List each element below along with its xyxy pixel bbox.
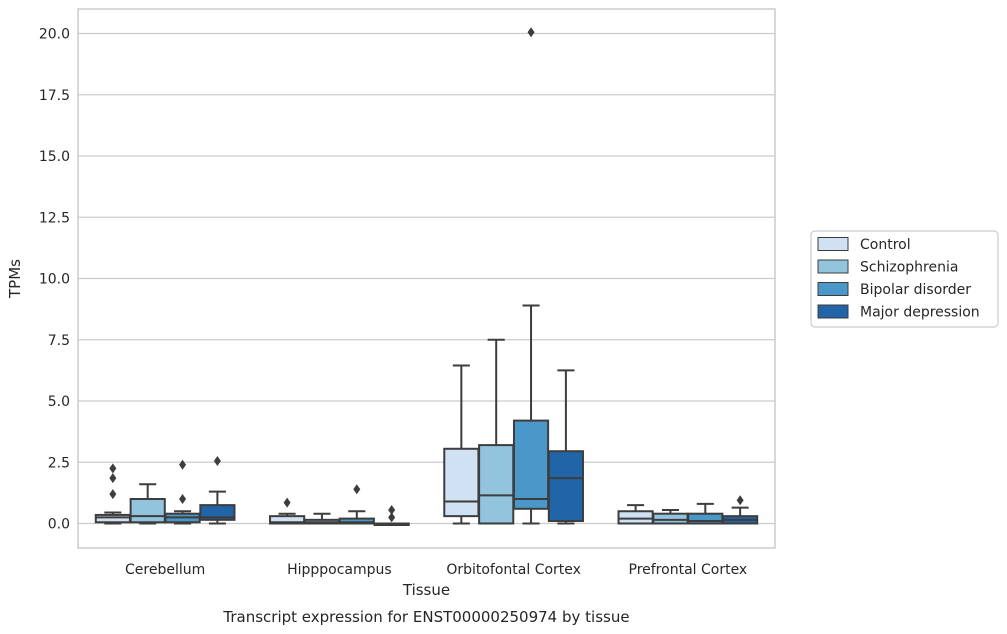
y-tick-label: 17.5 <box>39 88 70 104</box>
box-1-3 <box>373 505 410 526</box>
box-2-2 <box>512 27 550 525</box>
box-0-3 <box>199 456 236 525</box>
outlier-point <box>109 489 117 500</box>
y-tick-label: 0.0 <box>48 517 70 533</box>
x-axis-label: Tissue <box>402 581 450 599</box>
box-iqr <box>512 419 550 510</box>
y-tick-label: 15.0 <box>39 149 70 165</box>
box-2-1 <box>478 338 515 525</box>
legend-label: Bipolar disorder <box>860 282 971 298</box>
box-1-2 <box>338 484 375 525</box>
outlier-point <box>109 473 117 484</box>
outlier-point <box>388 512 396 523</box>
outlier-point <box>283 497 291 508</box>
legend-swatch <box>817 304 849 319</box>
box-3-1 <box>652 509 689 525</box>
box-1-0 <box>269 497 306 525</box>
chart-caption: Transcript expression for ENST0000025097… <box>222 608 629 626</box>
legend-swatch <box>817 237 849 251</box>
y-tick-label: 5.0 <box>48 394 70 410</box>
legend-label: Schizophrenia <box>860 260 958 276</box>
y-tick-label: 2.5 <box>48 455 70 471</box>
box-iqr <box>443 447 480 518</box>
box-iqr <box>478 444 515 525</box>
y-tick-label: 10.0 <box>39 272 70 288</box>
outlier-point <box>388 505 396 516</box>
box-3-3 <box>722 495 759 525</box>
box-iqr <box>652 512 689 525</box>
legend: Control Schizophrenia Bipolar disorder Majo… <box>810 230 999 328</box>
y-tick-label: 7.5 <box>48 333 70 349</box>
outlier-point <box>736 495 744 506</box>
box-iqr <box>129 498 166 524</box>
x-tick-label: Orbitofontal Cortex <box>446 562 581 578</box>
legend-frame <box>810 230 999 328</box>
box-0-0 <box>94 463 131 525</box>
box-3-2 <box>687 502 724 525</box>
box-2-0 <box>443 364 480 525</box>
x-tick-label: Hipppocampus <box>287 562 392 578</box>
box-iqr <box>94 513 131 524</box>
box-iqr <box>617 510 654 525</box>
outlier-point <box>109 463 117 474</box>
box-1-1 <box>303 512 341 525</box>
legend-swatch <box>817 259 849 274</box>
box-0-2 <box>164 459 201 525</box>
x-axis-ticks: Cerebellum Hipppocampus Orbitofontal Corte… <box>125 562 747 578</box>
y-tick-label: 12.5 <box>39 210 70 226</box>
y-tick-label: 20.0 <box>39 27 70 43</box>
outlier-point <box>353 484 361 495</box>
x-tick-label: Prefrontal Cortex <box>629 562 748 578</box>
box-3-0 <box>617 504 654 525</box>
legend-swatch <box>817 282 849 296</box>
outlier-point <box>179 494 187 504</box>
outlier-point <box>179 459 187 470</box>
box-iqr <box>338 517 375 525</box>
plot-frame <box>77 8 776 549</box>
box-0-1 <box>129 483 166 525</box>
gridlines <box>78 32 775 525</box>
x-tick-label: Cerebellum <box>125 562 205 578</box>
y-axis-ticks: 0.0 2.5 5.0 7.5 10.0 12.5 15.0 17.5 20.0 <box>39 27 70 533</box>
boxes <box>94 27 759 526</box>
y-axis-label: TPMs <box>6 259 24 299</box>
legend-label: Control <box>860 237 911 253</box>
outlier-point <box>213 456 221 467</box>
box-iqr <box>199 504 236 521</box>
outlier-point <box>527 27 535 38</box>
box-2-3 <box>547 369 584 525</box>
box-iqr <box>547 450 584 523</box>
legend-label: Major depression <box>860 305 980 321</box>
